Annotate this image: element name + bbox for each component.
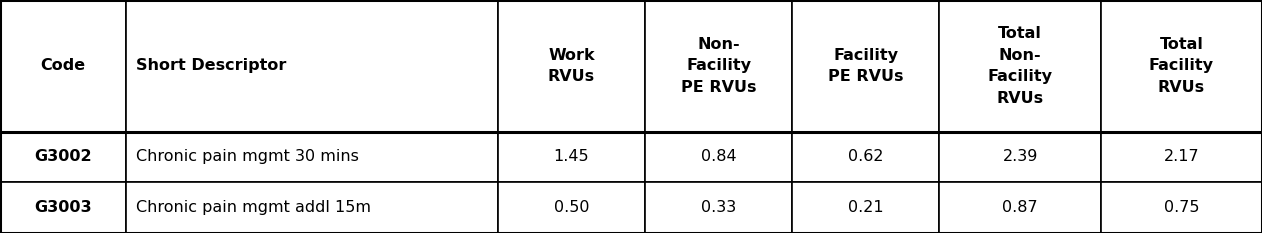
Text: Chronic pain mgmt 30 mins: Chronic pain mgmt 30 mins [136, 150, 360, 164]
Bar [497, 132, 645, 182]
Text: Code: Code [40, 58, 86, 73]
Bar [939, 0, 1100, 132]
Text: Work
RVUs: Work RVUs [548, 48, 594, 84]
Text: 0.84: 0.84 [700, 150, 737, 164]
Text: 2.39: 2.39 [1002, 150, 1037, 164]
Bar [126, 182, 497, 233]
Text: Total
Facility
RVUs: Total Facility RVUs [1148, 37, 1214, 95]
Text: Facility
PE RVUs: Facility PE RVUs [828, 48, 904, 84]
Text: Short Descriptor: Short Descriptor [136, 58, 286, 73]
Bar [793, 132, 939, 182]
Bar [645, 132, 793, 182]
Text: Non-
Facility
PE RVUs: Non- Facility PE RVUs [681, 37, 756, 95]
Text: G3003: G3003 [34, 200, 92, 215]
Text: 0.21: 0.21 [848, 200, 883, 215]
Bar [939, 132, 1100, 182]
Text: 0.87: 0.87 [1002, 200, 1037, 215]
Bar [497, 0, 645, 132]
Bar [645, 0, 793, 132]
Text: 1.45: 1.45 [554, 150, 589, 164]
Bar [0, 132, 126, 182]
Text: 0.75: 0.75 [1164, 200, 1199, 215]
Text: Chronic pain mgmt addl 15m: Chronic pain mgmt addl 15m [136, 200, 371, 215]
Text: 2.17: 2.17 [1164, 150, 1199, 164]
Bar [939, 182, 1100, 233]
Text: G3002: G3002 [34, 150, 92, 164]
Bar [0, 0, 126, 132]
Bar [1100, 182, 1262, 233]
Text: 0.33: 0.33 [700, 200, 736, 215]
Bar [1100, 132, 1262, 182]
Bar [126, 0, 497, 132]
Bar [0, 182, 126, 233]
Text: Total
Non-
Facility
RVUs: Total Non- Facility RVUs [988, 26, 1053, 106]
Text: 0.50: 0.50 [554, 200, 589, 215]
Bar [497, 182, 645, 233]
Bar [793, 182, 939, 233]
Bar [126, 132, 497, 182]
Bar [793, 0, 939, 132]
Bar [1100, 0, 1262, 132]
Text: 0.62: 0.62 [848, 150, 883, 164]
Bar [645, 182, 793, 233]
